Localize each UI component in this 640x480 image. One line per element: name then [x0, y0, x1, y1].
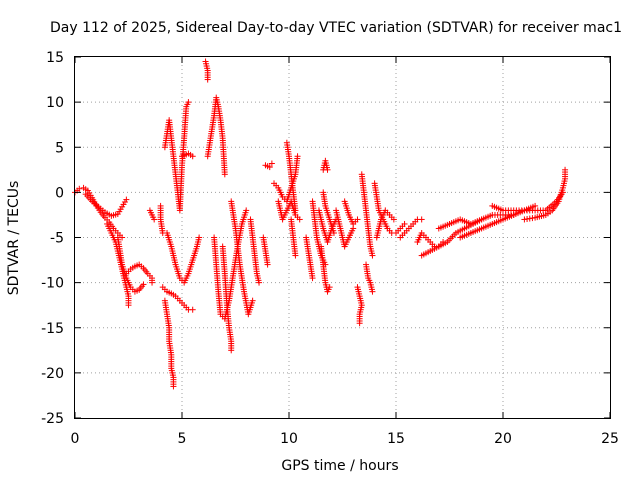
axis-ticks: 0 5 10 15 20 25 15 10 5 0 -5 -10 -15 -20 -25: [41, 50, 619, 447]
data-point: [324, 166, 331, 173]
data-point: [330, 229, 337, 236]
data-point: [204, 76, 211, 83]
grid: [75, 57, 610, 418]
y-tick-label: 15: [46, 50, 64, 66]
data-point: [125, 302, 132, 309]
x-axis-label: GPS time / hours: [281, 458, 398, 474]
data-point: [401, 220, 408, 227]
data-point: [266, 164, 273, 171]
y-tick-label: -15: [41, 321, 64, 337]
data-point: [243, 207, 250, 214]
x-tick-label: 20: [494, 431, 512, 447]
data-point: [309, 275, 316, 282]
x-tick-label: 10: [280, 431, 298, 447]
data-point: [369, 252, 376, 259]
data-point: [264, 261, 271, 268]
data-point: [296, 216, 303, 223]
x-tick-label: 25: [601, 431, 619, 447]
data-point: [170, 383, 177, 390]
data-point: [326, 284, 333, 291]
data-point: [268, 160, 275, 167]
y-tick-label: -20: [41, 366, 64, 382]
data-point: [196, 234, 203, 241]
y-tick-label: -10: [41, 276, 64, 292]
x-tick-label: 5: [178, 431, 187, 447]
y-tick-label: 0: [55, 185, 64, 201]
plot-frame: [74, 56, 611, 419]
data-point: [292, 252, 299, 259]
data-point: [185, 99, 192, 106]
data-point: [256, 279, 263, 286]
data-point: [76, 185, 83, 192]
data-point: [228, 347, 235, 354]
chart-title: Day 112 of 2025, Sidereal Day-to-day VTE…: [50, 20, 622, 36]
data-point: [354, 216, 361, 223]
data-points: [72, 58, 569, 390]
y-tick-label: 10: [46, 95, 64, 111]
data-point: [151, 216, 158, 223]
data-point: [390, 216, 397, 223]
data-point: [369, 288, 376, 295]
data-point: [292, 207, 299, 214]
data-point: [418, 216, 425, 223]
data-point: [140, 281, 147, 288]
data-point: [221, 171, 228, 178]
y-tick-label: -25: [41, 411, 64, 427]
y-tick-label: -5: [50, 231, 64, 247]
y-axis-label: SDTVAR / TECUs: [6, 181, 22, 296]
data-point: [123, 196, 130, 203]
data-point: [356, 320, 363, 327]
data-point: [294, 153, 301, 160]
data-point: [189, 306, 196, 313]
y-tick-label: 5: [55, 140, 64, 156]
data-point: [562, 166, 569, 173]
x-tick-label: 0: [71, 431, 80, 447]
data-point: [189, 153, 196, 160]
data-point: [249, 297, 256, 304]
x-tick-label: 15: [387, 431, 405, 447]
data-point: [149, 279, 156, 286]
